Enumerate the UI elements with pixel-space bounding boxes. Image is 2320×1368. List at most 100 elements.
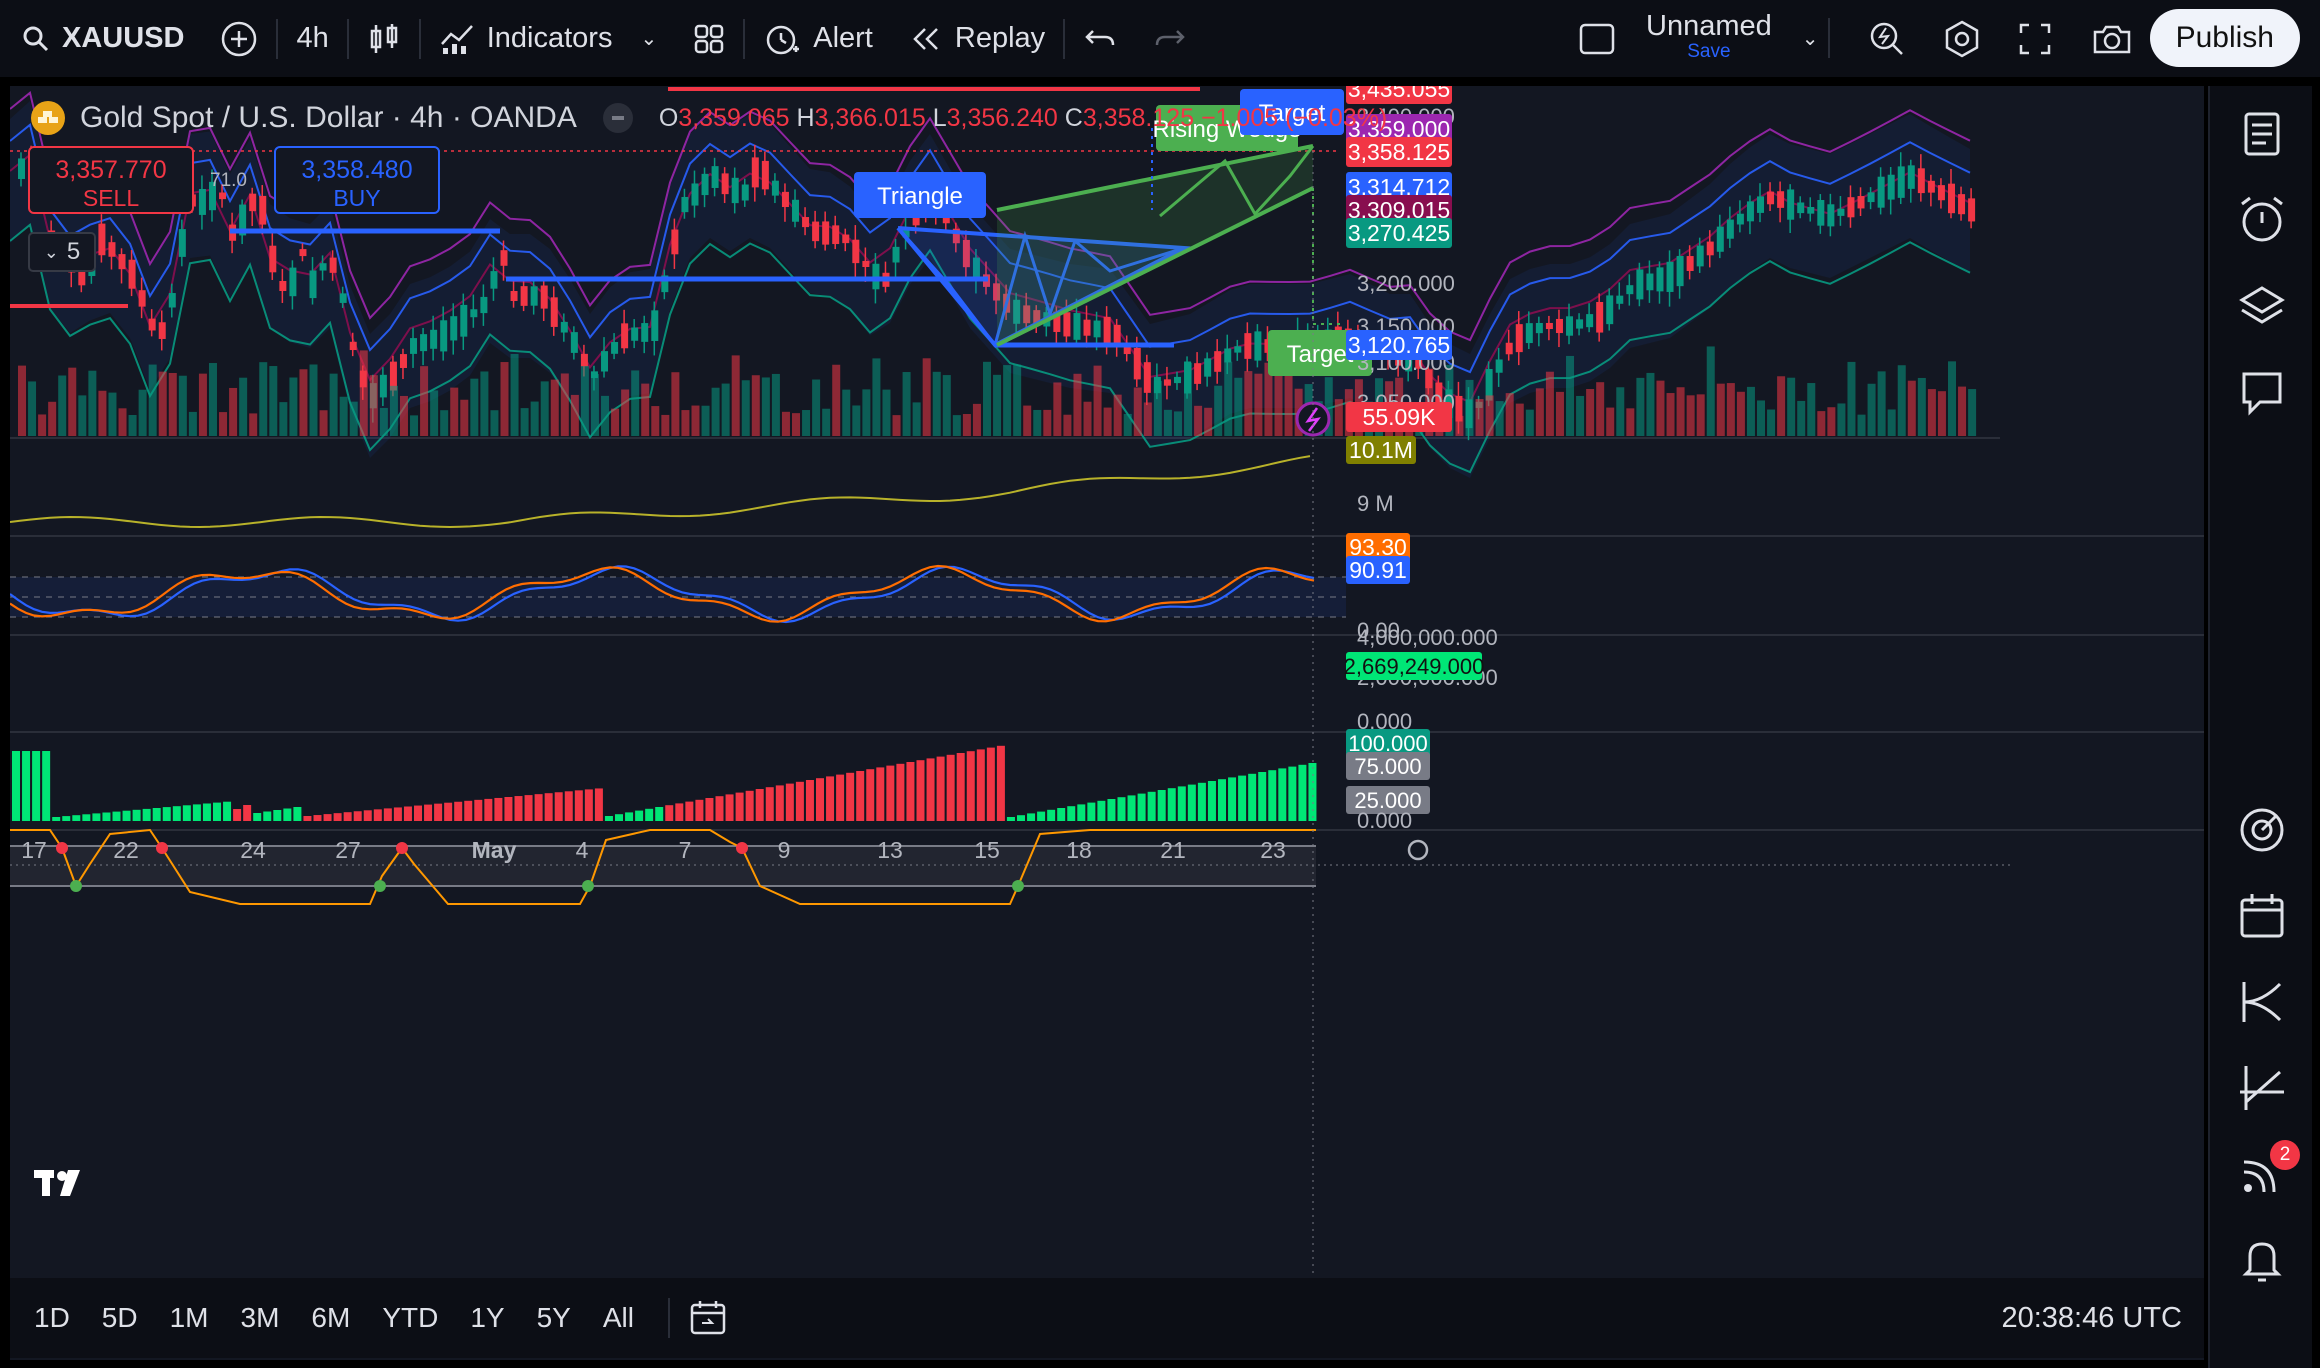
candle [289, 260, 297, 310]
candle-body [480, 296, 488, 314]
histogram-bar [554, 792, 563, 821]
candle [1787, 184, 1795, 234]
range-1d[interactable]: 1D [34, 1302, 70, 1333]
watchlist-icon[interactable] [2236, 108, 2288, 160]
chevron-down-icon[interactable]: ⌄ [640, 28, 658, 50]
histogram-bar [333, 813, 342, 821]
volume-bar [1535, 388, 1544, 436]
histogram-bar [976, 749, 985, 821]
volume-bar [1043, 409, 1052, 436]
lightning-search-icon [1870, 22, 1903, 55]
quick-search-button[interactable] [1850, 0, 1924, 77]
utc-clock[interactable]: 20:38:46 UTC [2001, 1301, 2182, 1334]
candle [681, 188, 689, 219]
candle-body [721, 173, 729, 195]
candle [1013, 292, 1021, 337]
volume-bar [1757, 400, 1766, 436]
chart-type-button[interactable] [349, 0, 419, 77]
chat-icon[interactable] [2236, 366, 2288, 418]
settings-button[interactable] [1924, 0, 2000, 77]
symbol-search[interactable]: XAUUSD [0, 0, 202, 77]
candle [1586, 303, 1594, 333]
range-3m[interactable]: 3M [240, 1302, 280, 1333]
candle [349, 332, 357, 357]
volume-bar [1093, 365, 1102, 436]
collapse-indicators-button[interactable]: ⌄ 5 [28, 232, 96, 272]
layers-icon[interactable] [2236, 280, 2288, 332]
chevron-down-icon[interactable]: ⌄ [1801, 28, 1819, 50]
candle-body [641, 323, 649, 342]
symbol-title[interactable]: Gold Spot / U.S. Dollar · 4h · OANDA [80, 101, 577, 134]
histogram-bar [886, 765, 895, 821]
histogram-bar [564, 791, 573, 821]
layout-menu[interactable]: Unnamed Save ⌄ [1560, 0, 1837, 77]
sell-price: 3,357.770 [55, 156, 167, 184]
range-all[interactable]: All [602, 1302, 634, 1333]
time-tick: 9 [778, 837, 791, 863]
histogram-bar [253, 813, 262, 821]
candle-body [781, 191, 789, 208]
histogram-tick: 4,000,000.000 [1357, 625, 1498, 650]
strategy-icon[interactable] [2236, 976, 2288, 1028]
histogram-bar [1238, 775, 1247, 821]
snapshot-button[interactable] [2074, 0, 2150, 77]
volume-bar [681, 410, 690, 436]
volume-bar [1244, 371, 1253, 436]
open-value: 3,359.065 [678, 103, 790, 132]
undo-button[interactable] [1065, 0, 1135, 77]
candle [691, 170, 699, 218]
trend-line-icon[interactable] [2236, 1062, 2288, 1114]
layout-save-label[interactable]: Save [1687, 40, 1731, 62]
volume-bar [1515, 403, 1524, 436]
target-icon[interactable] [2236, 804, 2288, 856]
volume-bar [148, 364, 157, 436]
histogram-bar [1218, 779, 1226, 821]
bell-icon[interactable] [2236, 1234, 2288, 1286]
fullscreen-button[interactable] [2000, 0, 2070, 77]
replay-button[interactable]: Replay [891, 0, 1063, 77]
histogram-bar [22, 751, 31, 821]
candle-body [1214, 351, 1222, 372]
candle-body [741, 184, 749, 201]
volume-bar [631, 370, 640, 436]
chart-legend: Gold Spot / U.S. Dollar · 4h · OANDA O3,… [30, 100, 1387, 136]
triangle-label: Triangle [877, 183, 963, 210]
histogram-bar [414, 805, 422, 821]
sell-button[interactable]: 3,357.770 SELL [28, 146, 194, 214]
histogram-bar [966, 751, 975, 821]
compare-button[interactable] [202, 0, 276, 77]
buy-button[interactable]: 3,358.480 BUY [274, 146, 440, 214]
histogram-bar [745, 790, 754, 821]
candle [128, 250, 136, 297]
candle-body [1767, 191, 1775, 205]
range-ytd[interactable]: YTD [382, 1302, 439, 1333]
interval-button[interactable]: 4h [278, 0, 346, 77]
range-5d[interactable]: 5D [101, 1302, 138, 1333]
volume-bar [1626, 408, 1635, 436]
range-1y[interactable]: 1Y [470, 1302, 505, 1333]
calendar-icon[interactable] [2236, 890, 2288, 942]
alert-button[interactable]: Alert [745, 0, 891, 77]
range-5y[interactable]: 5Y [536, 1302, 571, 1333]
range-6m[interactable]: 6M [311, 1302, 351, 1333]
broadcast-icon[interactable] [2236, 1148, 2288, 1200]
redo-button[interactable] [1135, 0, 1205, 77]
candle-body [1716, 226, 1724, 252]
alerts-clock-icon[interactable] [2236, 194, 2288, 246]
layouts-button[interactable] [675, 0, 743, 77]
candle-body [1947, 183, 1955, 214]
candle-body [450, 316, 458, 341]
candle-body [389, 361, 397, 391]
candle-body [651, 310, 659, 341]
histogram-bar [444, 802, 453, 821]
candle-body [430, 329, 438, 349]
range-1m[interactable]: 1M [169, 1302, 209, 1333]
indicators-button[interactable]: Indicators ⌄ [421, 0, 676, 77]
volume-bar [1646, 372, 1655, 436]
time-tick: 17 [21, 837, 47, 863]
candle [651, 301, 659, 356]
goto-date-icon[interactable] [688, 1299, 728, 1337]
publish-button[interactable]: Publish [2149, 9, 2300, 67]
